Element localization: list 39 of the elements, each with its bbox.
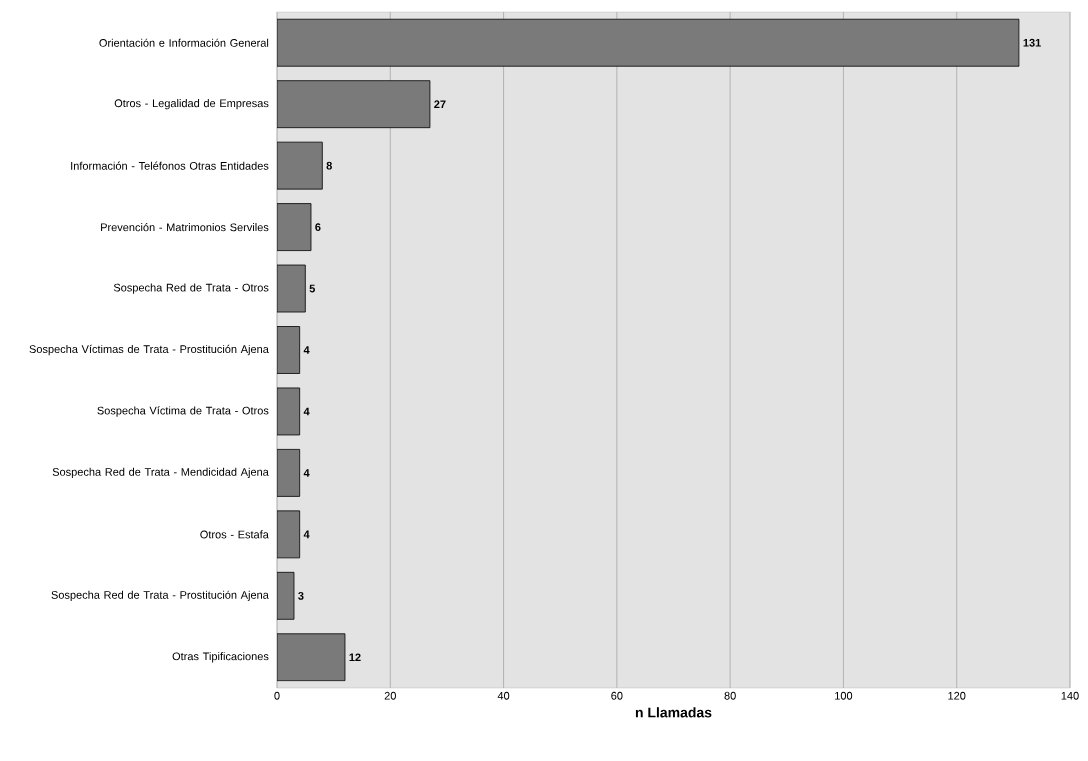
x-tick-label: 100 [835,691,853,700]
x-tick-label: 0 [274,691,280,700]
data-label: 12 [349,653,361,662]
data-label: 4 [303,469,310,477]
x-tick-label: 140 [1061,691,1079,700]
x-tick-label: 120 [948,691,966,700]
y-tick-label: Sospecha Víctima de Trata - Otros [97,406,269,417]
y-tick-label: Otras Tipificaciones [172,652,269,663]
y-tick-label: Información - Teléfonos Otras Entidades [71,161,269,170]
y-tick-label: Sospecha Red de Trata - Prostitución Ajena [51,590,269,601]
data-label: 3 [298,591,304,600]
data-label: 131 [1023,38,1041,47]
y-tick-label: Prevención - Matrimonios Serviles [101,223,269,232]
x-axis-title: n Llamadas [635,707,712,718]
bar [277,264,306,313]
y-tick-label: Orientación e Información General [99,38,269,47]
bar [277,633,346,682]
x-tick-label: 60 [611,691,623,700]
data-label: 4 [303,407,310,416]
bar [277,141,323,190]
x-tick-label: 80 [724,691,736,700]
x-tick-label: 20 [384,691,396,700]
bar [277,18,1020,67]
data-label: 4 [303,530,310,539]
bar [277,80,431,129]
x-tick-label: 40 [497,691,510,700]
data-label: 6 [315,223,321,231]
y-tick-label: Otros - Estafa [200,530,269,539]
bar [277,449,301,497]
data-label: 8 [326,161,332,170]
data-label: 4 [303,346,310,354]
bar [277,203,312,251]
data-label: 27 [434,100,446,109]
y-tick-label: Sospecha Red de Trata - Otros [113,283,269,294]
y-tick-label: Sospecha Red de Trata - Mendicidad Ajena [52,467,269,479]
y-tick-label: Otros - Legalidad de Empresas [114,99,269,110]
data-label: 5 [309,284,315,293]
y-tick-label: Sospecha Víctimas de Trata - Prostitución Ajena [29,344,269,356]
bar [277,326,301,374]
